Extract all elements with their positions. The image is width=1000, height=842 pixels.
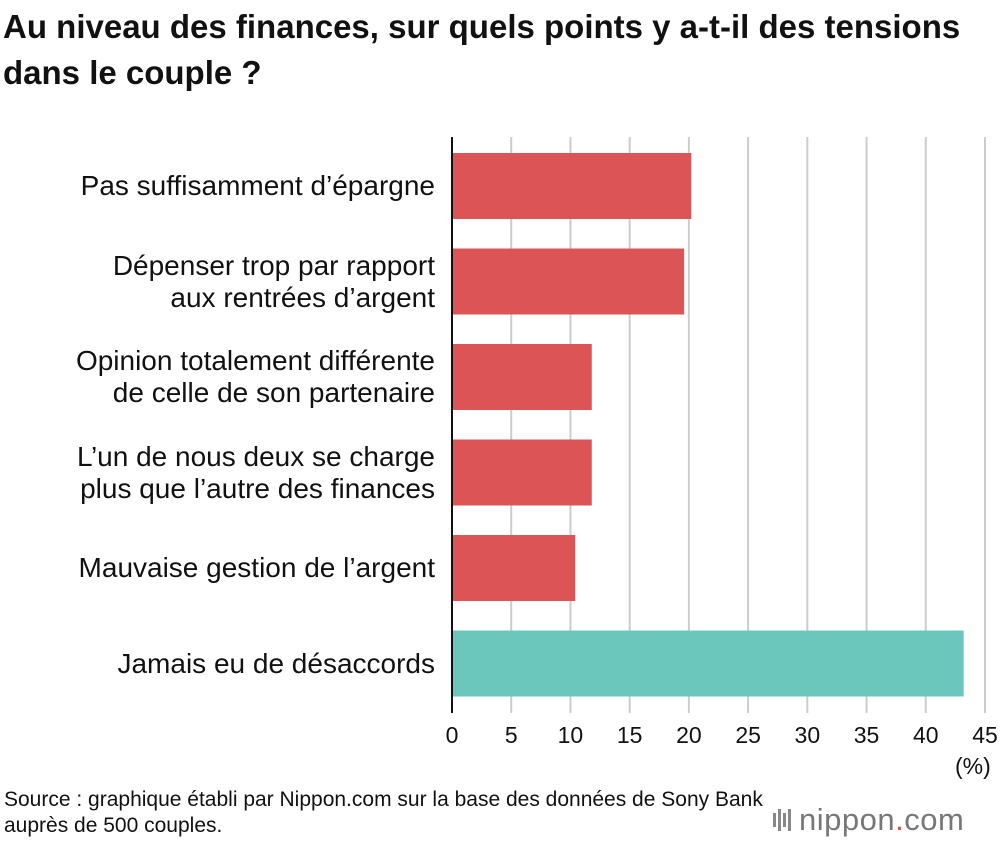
category-label: L’un de nous deux se charge plus que l’a… bbox=[76, 440, 435, 504]
category-label: Dépenser trop par rapport aux rentrées d… bbox=[112, 249, 435, 313]
category-label: Pas suffisamment d’épargne bbox=[80, 170, 435, 201]
logo-suffix: com bbox=[904, 802, 965, 837]
nippon-logo: nippon.com bbox=[773, 800, 964, 840]
x-tick-label: 0 bbox=[446, 722, 459, 748]
bar bbox=[452, 248, 685, 315]
logo-mark-icon bbox=[773, 809, 793, 831]
source-note: Source : graphique établi par Nippon.com… bbox=[4, 788, 763, 837]
x-tick-label: 15 bbox=[617, 722, 643, 748]
x-tick-labels: 0 5 10 15 20 25 30 35 40 45 bbox=[446, 722, 998, 748]
x-tick-label: 40 bbox=[913, 722, 939, 748]
category-label: Jamais eu de désaccords bbox=[117, 647, 435, 679]
x-tick-label: 30 bbox=[795, 722, 821, 748]
bars bbox=[452, 153, 964, 697]
bar bbox=[452, 630, 964, 697]
bar bbox=[452, 439, 592, 506]
x-axis-unit: (%) bbox=[955, 753, 991, 779]
x-tick-label: 20 bbox=[676, 722, 702, 748]
x-tick-label: 10 bbox=[558, 722, 584, 748]
gridlines bbox=[510, 137, 986, 713]
x-tick-label: 5 bbox=[505, 722, 518, 748]
logo-dot: . bbox=[895, 802, 905, 837]
category-label: Opinion totalement différente de celle d… bbox=[75, 345, 435, 408]
bar bbox=[452, 535, 576, 601]
chart-title: Au niveau des finances, sur quels points… bbox=[3, 8, 961, 91]
logo-name: nippon bbox=[799, 802, 896, 837]
bar bbox=[452, 153, 692, 219]
x-tick-label: 25 bbox=[735, 722, 761, 748]
bar bbox=[452, 344, 592, 410]
x-tick-label: 35 bbox=[854, 722, 880, 748]
category-label: Mauvaise gestion de l’argent bbox=[78, 552, 435, 583]
x-tick-label: 45 bbox=[972, 722, 998, 748]
